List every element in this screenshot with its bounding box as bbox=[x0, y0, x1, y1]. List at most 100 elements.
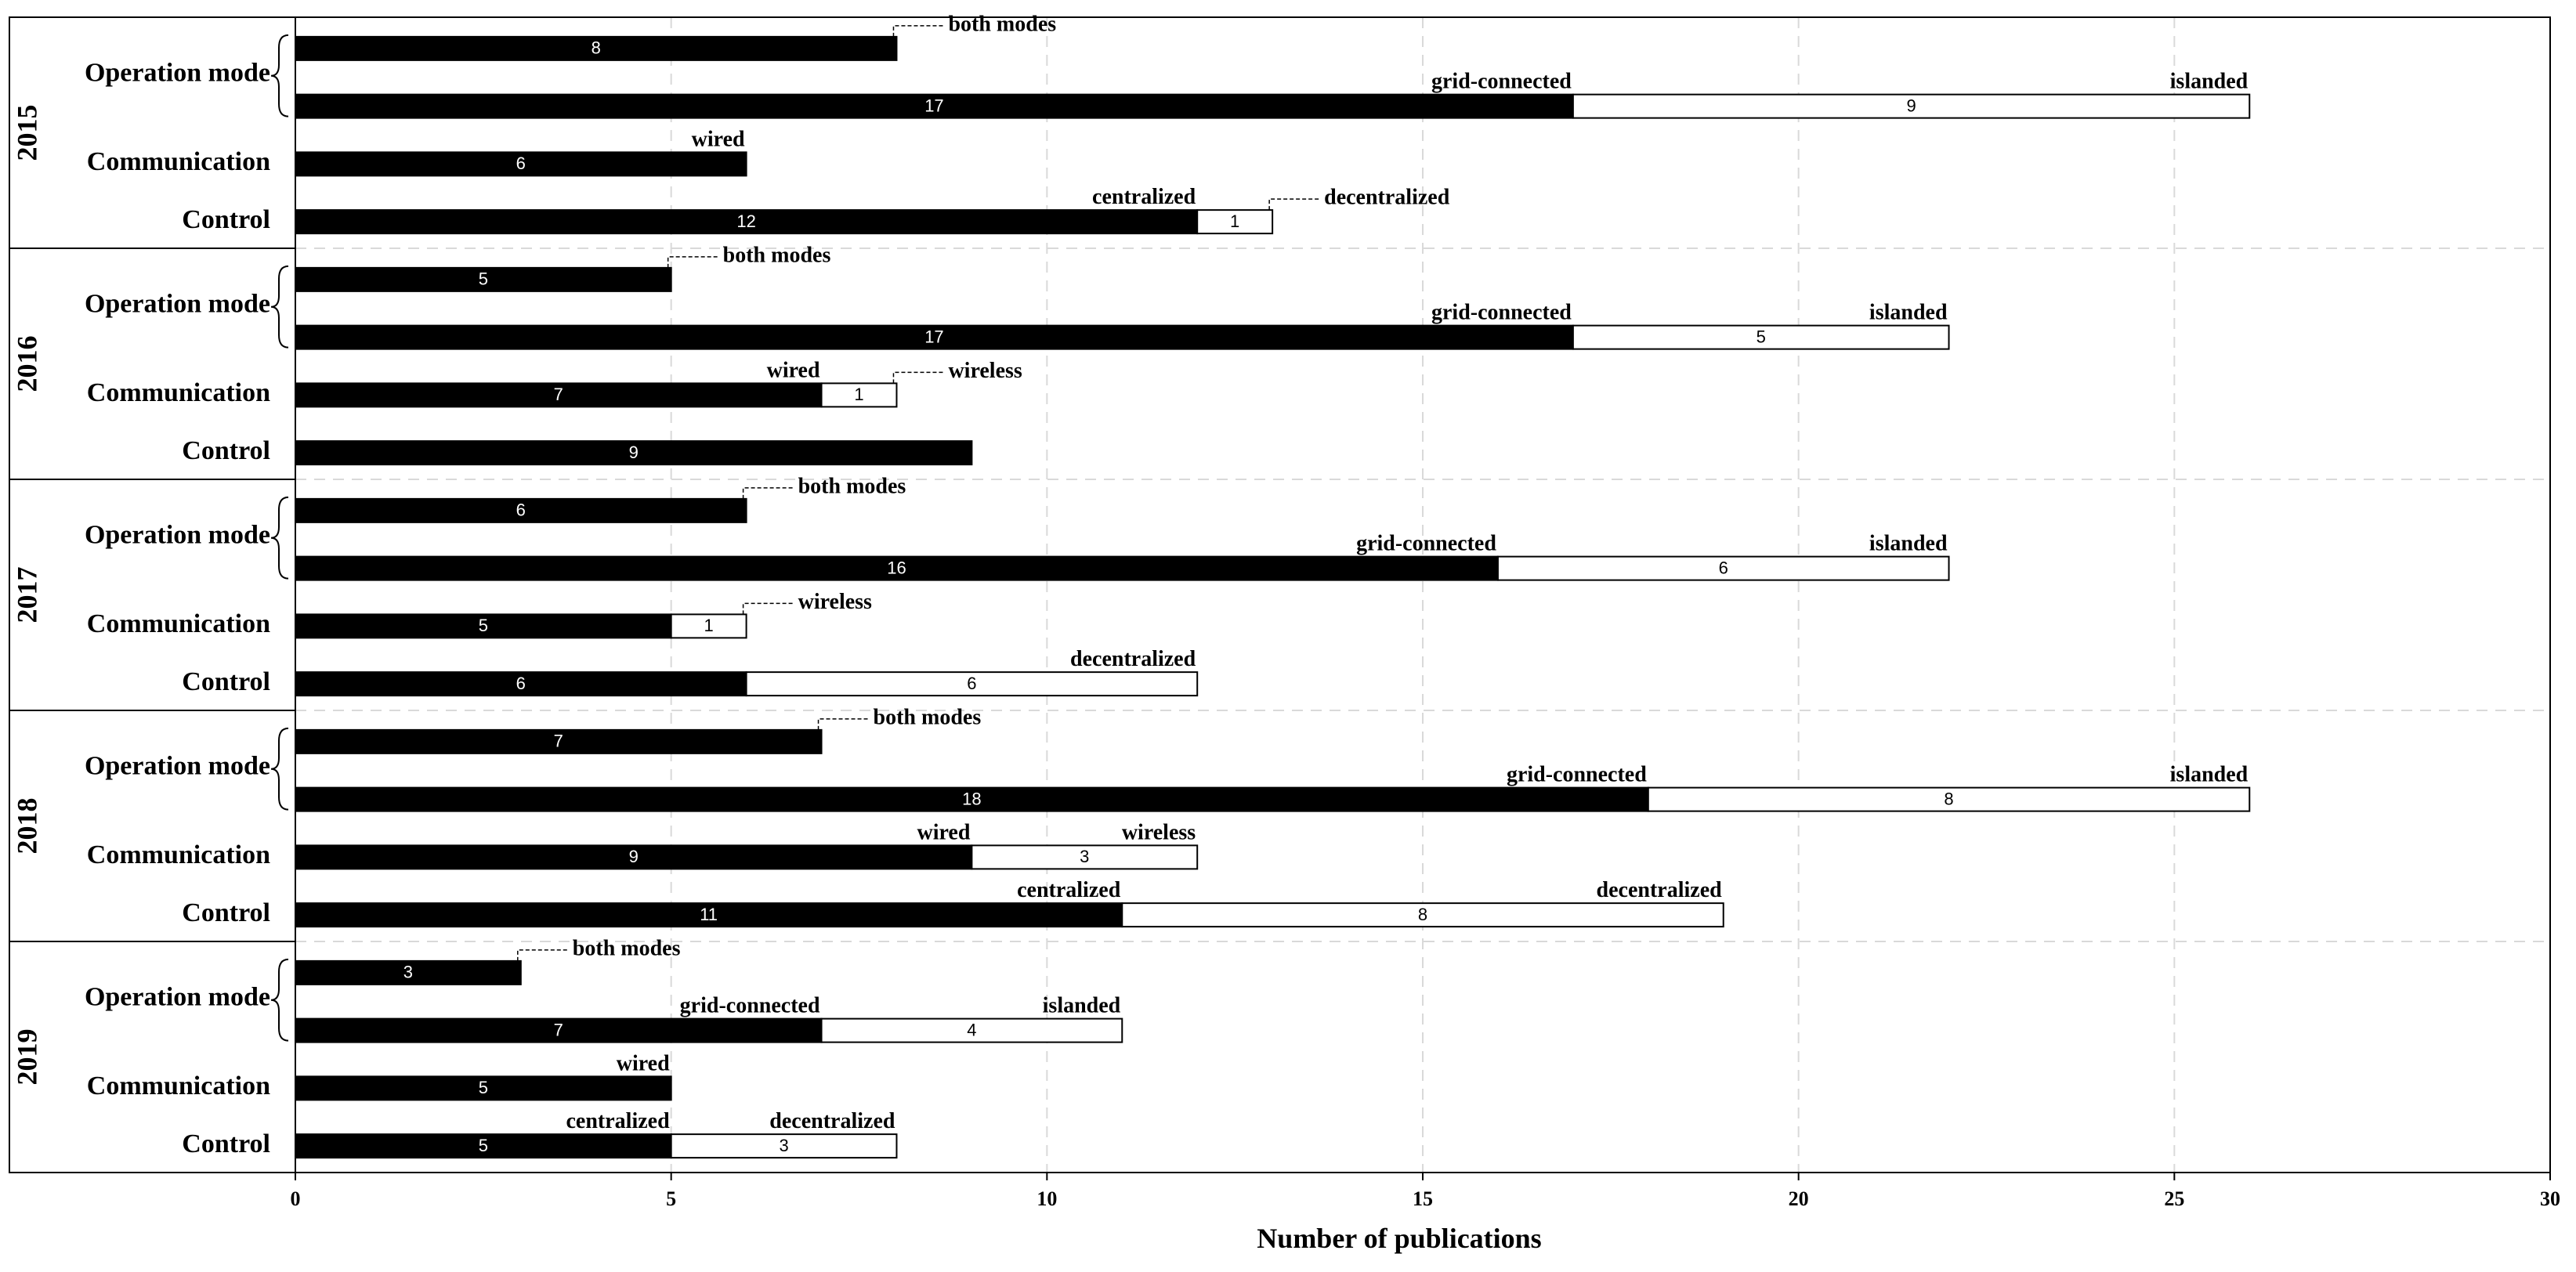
bar-segment bbox=[1496, 555, 1950, 581]
annotation-leader bbox=[1268, 198, 1320, 211]
segment-annotation: wireless bbox=[798, 590, 872, 614]
data-label: 1 bbox=[1230, 211, 1239, 231]
brace bbox=[270, 34, 289, 117]
bar-segment bbox=[670, 1133, 898, 1159]
segment-annotation: centralized bbox=[1092, 185, 1196, 209]
annotation-leader bbox=[667, 256, 718, 268]
data-label: 6 bbox=[516, 500, 526, 520]
category-label: Communication bbox=[87, 378, 270, 407]
category-label: Communication bbox=[87, 1071, 270, 1100]
segment-annotation: both modes bbox=[723, 243, 831, 267]
annotation-leader bbox=[517, 949, 568, 961]
x-tick-label: 0 bbox=[291, 1187, 301, 1210]
segment-annotation: islanded bbox=[2170, 70, 2249, 94]
segment-annotation: wired bbox=[692, 127, 745, 151]
data-label: 3 bbox=[779, 1136, 788, 1155]
year-label: 2019 bbox=[11, 1029, 42, 1086]
bar-segment bbox=[295, 844, 973, 870]
segment-annotation: islanded bbox=[1869, 532, 1948, 556]
data-label: 3 bbox=[403, 963, 413, 982]
category-label: Operation mode bbox=[85, 59, 270, 88]
data-label: 8 bbox=[1418, 905, 1427, 924]
x-tick-label: 20 bbox=[1789, 1187, 1809, 1210]
segment-annotation: grid-connected bbox=[1356, 532, 1496, 556]
bar-segment bbox=[295, 35, 898, 61]
data-label: 9 bbox=[629, 443, 639, 462]
segment-annotation: centralized bbox=[566, 1109, 670, 1133]
segment-annotation: both modes bbox=[948, 12, 1056, 36]
bar-segment bbox=[295, 1075, 672, 1101]
data-label: 12 bbox=[736, 211, 755, 231]
data-label: 7 bbox=[554, 385, 563, 404]
category-label: Control bbox=[182, 667, 270, 696]
category-label: Communication bbox=[87, 840, 270, 869]
data-label: 7 bbox=[554, 732, 563, 751]
brace bbox=[270, 265, 289, 349]
year-label: 2017 bbox=[11, 567, 42, 623]
segment-annotation: islanded bbox=[2170, 763, 2249, 787]
year-label: 2016 bbox=[11, 336, 42, 392]
bar-segment bbox=[1572, 324, 1950, 350]
data-label: 5 bbox=[479, 1078, 488, 1097]
segment-annotation: islanded bbox=[1869, 301, 1948, 325]
data-label: 3 bbox=[1080, 847, 1089, 866]
x-axis-label: Number of publications bbox=[1257, 1223, 1541, 1254]
bar-segment bbox=[745, 671, 1199, 697]
x-axis: 0 5 10 15 20 25 30 Number of publications bbox=[291, 1173, 2560, 1254]
brace bbox=[270, 958, 289, 1042]
segment-annotation: islanded bbox=[1043, 994, 1121, 1018]
data-label: 8 bbox=[592, 38, 601, 58]
bar-segment bbox=[1121, 902, 1724, 928]
data-label: 6 bbox=[516, 674, 526, 693]
data-label: 5 bbox=[1757, 327, 1766, 346]
segment-annotation: grid-connected bbox=[1507, 763, 1647, 787]
category-label: Communication bbox=[87, 609, 270, 638]
segment-annotation: decentralized bbox=[1324, 186, 1450, 210]
bar-segment bbox=[295, 728, 823, 754]
annotation-leader bbox=[892, 25, 944, 37]
bar-segment bbox=[295, 266, 672, 292]
bar-segment bbox=[295, 209, 1199, 235]
segment-annotation: decentralized bbox=[1070, 647, 1196, 671]
bar-segment bbox=[295, 902, 1123, 928]
bar-segment bbox=[295, 497, 747, 523]
segment-annotation: wired bbox=[617, 1051, 670, 1075]
brace bbox=[270, 727, 289, 811]
category-label: Operation mode bbox=[85, 521, 270, 550]
category-label: Control bbox=[182, 1129, 270, 1158]
bar-segment bbox=[1572, 93, 2251, 119]
data-label: 16 bbox=[887, 558, 906, 577]
category-label: Operation mode bbox=[85, 983, 270, 1012]
segment-annotation: grid-connected bbox=[1431, 70, 1572, 94]
category-label: Control bbox=[182, 436, 270, 465]
segment-annotation: both modes bbox=[798, 474, 906, 498]
category-label: Operation mode bbox=[85, 290, 270, 319]
segment-annotation: wired bbox=[767, 358, 820, 382]
bar-segment bbox=[295, 959, 522, 985]
data-label: 7 bbox=[554, 1020, 563, 1039]
annotation-leader bbox=[892, 371, 944, 384]
segment-annotation: wireless bbox=[948, 359, 1022, 383]
bar-segment bbox=[820, 382, 898, 408]
x-tick-label: 30 bbox=[2540, 1187, 2560, 1210]
data-label: 1 bbox=[854, 385, 863, 404]
annotation-leader bbox=[742, 602, 794, 615]
bars bbox=[295, 35, 2251, 1159]
bar-segment bbox=[295, 613, 672, 639]
bar-segment bbox=[971, 844, 1199, 870]
bar-segment bbox=[670, 613, 747, 639]
segment-annotation: decentralized bbox=[1597, 878, 1723, 902]
category-label: Control bbox=[182, 898, 270, 927]
data-label: 8 bbox=[1944, 789, 1953, 808]
data-label: 4 bbox=[967, 1020, 976, 1039]
data-label: 5 bbox=[479, 616, 488, 635]
data-label: 17 bbox=[924, 96, 943, 115]
segment-annotation: both modes bbox=[573, 936, 681, 960]
brace bbox=[270, 496, 289, 580]
data-label: 9 bbox=[629, 847, 639, 866]
category-label: Control bbox=[182, 205, 270, 234]
data-label: 1 bbox=[704, 616, 714, 635]
data-label: 6 bbox=[516, 154, 526, 173]
